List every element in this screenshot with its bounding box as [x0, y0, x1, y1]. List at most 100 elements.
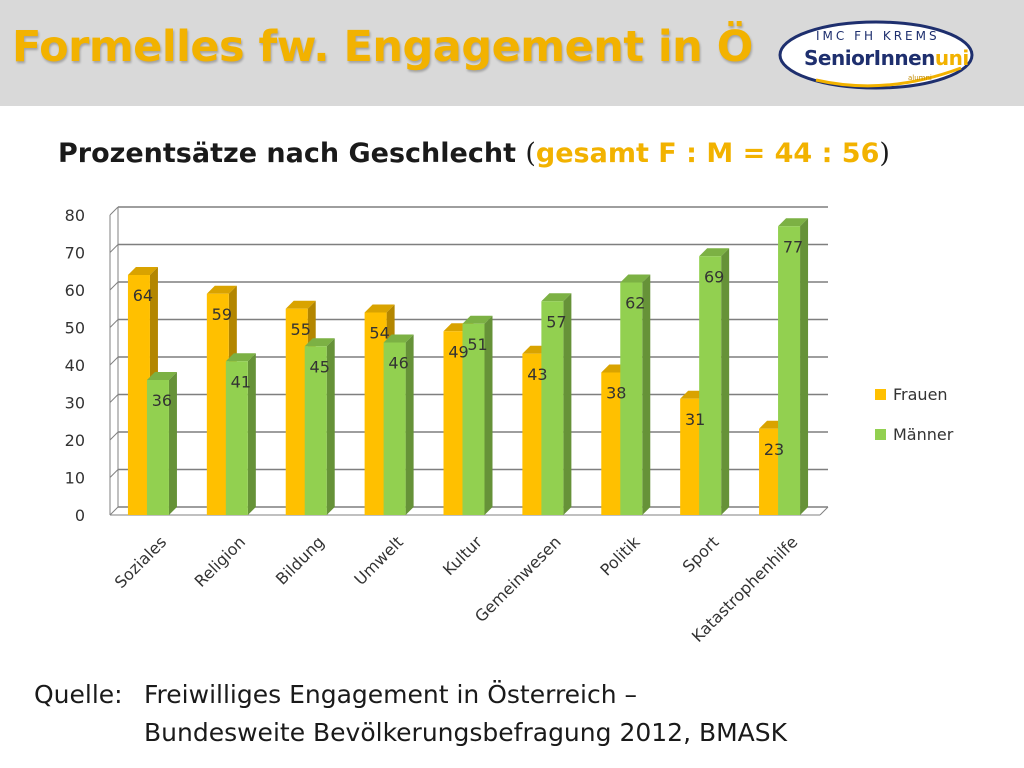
- chart-subtitle: Prozentsätze nach Geschlecht (gesamt F :…: [58, 138, 890, 169]
- data-label-maenner: 77: [783, 237, 803, 256]
- bar-maenner: [304, 346, 327, 515]
- x-tick-label: Sport: [679, 532, 723, 576]
- gridline-depth: [109, 244, 119, 253]
- x-tick-label: Kultur: [439, 532, 486, 579]
- bar-maenner: [699, 256, 722, 515]
- gridline-depth: [109, 394, 119, 403]
- x-tick-label: Politik: [596, 532, 644, 580]
- x-tick-label: Umwelt: [350, 532, 407, 589]
- x-axis-corner: [819, 506, 829, 516]
- header-bar: Formelles fw. Engagement in Ö IMC FH KRE…: [0, 0, 1024, 106]
- bar-frauen: [364, 312, 387, 515]
- data-label-maenner: 36: [152, 391, 172, 410]
- gridline-depth: [109, 206, 119, 216]
- y-tick-label: 40: [65, 356, 85, 375]
- bar-maenner-side: [563, 293, 572, 515]
- bar-maenner-top: [225, 353, 256, 362]
- data-label-maenner: 57: [546, 312, 566, 331]
- bar-maenner-side: [168, 372, 177, 515]
- bar-maenner-top: [699, 248, 730, 257]
- data-label-frauen: 23: [764, 440, 784, 459]
- bar-maenner: [778, 226, 801, 515]
- gridline-depth: [109, 281, 119, 291]
- data-label-maenner: 62: [625, 294, 645, 313]
- data-label-frauen: 43: [527, 365, 547, 384]
- data-label-maenner: 69: [704, 267, 724, 286]
- y-tick-label: 30: [65, 394, 85, 413]
- x-tick-label: Bildung: [272, 532, 328, 588]
- legend-swatch: [875, 389, 886, 400]
- bar-maenner-top: [304, 338, 335, 347]
- gridline-depth: [109, 356, 119, 366]
- data-label-frauen: 54: [369, 324, 389, 343]
- bar-maenner-top: [541, 293, 572, 302]
- bar-frauen: [443, 331, 466, 515]
- legend-swatch: [875, 429, 886, 440]
- data-label-frauen: 49: [448, 342, 468, 361]
- data-label-frauen: 64: [133, 286, 153, 305]
- logo-small-text: alumni: [908, 74, 932, 82]
- data-label-maenner: 51: [467, 335, 487, 354]
- bar-maenner: [541, 301, 564, 515]
- y-tick-label: 10: [65, 469, 85, 488]
- bar-frauen: [759, 428, 782, 515]
- logo: IMC FH KREMS SeniorInnenuni alumni: [776, 18, 976, 92]
- bar-frauen-top: [206, 285, 237, 294]
- y-tick-label: 50: [65, 319, 85, 338]
- bar-frauen-top: [364, 304, 395, 313]
- bar-maenner: [146, 380, 169, 515]
- y-tick-label: 60: [65, 281, 85, 300]
- bar-maenner-top: [620, 274, 651, 283]
- bar-maenner-side: [247, 353, 256, 515]
- bar-maenner-side: [405, 334, 414, 515]
- slide-title: Formelles fw. Engagement in Ö: [12, 22, 753, 72]
- bar-maenner-top: [778, 218, 809, 227]
- bar-maenner: [462, 323, 485, 515]
- data-label-frauen: 38: [606, 384, 626, 403]
- y-tick-label: 20: [65, 431, 85, 450]
- bar-frauen: [127, 275, 150, 515]
- bar-maenner: [620, 282, 643, 515]
- bar-frauen: [601, 372, 624, 515]
- bar-frauen-top: [285, 300, 316, 309]
- legend-label: Frauen: [893, 385, 948, 404]
- bar-maenner-side: [642, 274, 651, 515]
- data-label-maenner: 41: [231, 372, 251, 391]
- y-tick-label: 80: [65, 206, 85, 225]
- y-tick-label: 0: [75, 506, 85, 525]
- data-label-frauen: 31: [685, 410, 705, 429]
- bar-maenner-top: [383, 334, 414, 343]
- source-line-1: Freiwilliges Engagement in Österreich –: [144, 680, 638, 709]
- gridline-depth: [109, 319, 119, 328]
- gridline-depth: [109, 431, 119, 441]
- logo-ellipse: [778, 20, 974, 90]
- bar-frauen: [522, 353, 545, 515]
- source-line-2: Bundesweite Bevölkerungsbefragung 2012, …: [144, 718, 788, 747]
- gridline-depth: [109, 469, 119, 478]
- bar-frauen: [285, 308, 308, 515]
- legend-label: Männer: [893, 425, 954, 444]
- data-label-frauen: 59: [212, 305, 232, 324]
- bar-maenner-top: [462, 315, 493, 324]
- bar-frauen: [206, 293, 229, 515]
- bar-maenner-side: [800, 218, 809, 515]
- bar-maenner-top: [146, 372, 177, 380]
- bar-maenner-side: [721, 248, 730, 515]
- data-label-frauen: 55: [291, 320, 311, 339]
- logo-top-text: IMC FH KREMS: [816, 29, 940, 43]
- bar-maenner: [383, 342, 406, 515]
- bar-maenner: [225, 361, 248, 515]
- data-label-maenner: 45: [310, 357, 330, 376]
- x-tick-label: Soziales: [111, 532, 171, 592]
- source-label: Quelle:: [34, 680, 123, 709]
- bar-chart: 0 10 20 30 40 50 60 70 80 64 36 Soziales 59 41 Religio…: [65, 206, 954, 646]
- bar-frauen-top: [127, 267, 158, 275]
- bar-maenner-side: [484, 315, 493, 515]
- x-tick-label: Religion: [191, 532, 249, 590]
- logo-main-text: SeniorInnenuni: [804, 46, 969, 70]
- bar-maenner-side: [326, 338, 335, 515]
- data-label-maenner: 46: [388, 354, 408, 373]
- bar-frauen: [680, 398, 703, 515]
- y-tick-label: 70: [65, 244, 85, 263]
- gridline-depth: [109, 506, 119, 516]
